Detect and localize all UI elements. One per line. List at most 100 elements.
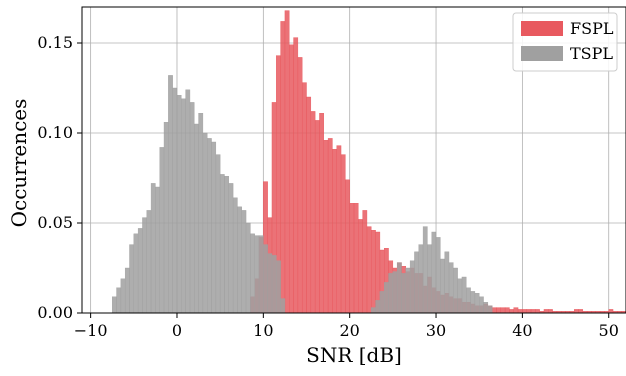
histogram-bar-tspl: [219, 174, 225, 314]
legend-swatch-tspl: [521, 46, 563, 61]
histogram-bar-tspl: [474, 293, 480, 314]
histogram-bar-tspl: [263, 244, 268, 314]
histogram-bar-fspl: [353, 202, 359, 314]
histogram-bar-tspl: [232, 197, 238, 314]
histogram-bar-tspl: [224, 175, 229, 314]
histogram-bar-tspl: [250, 233, 255, 314]
histogram-bar-tspl: [461, 276, 467, 314]
histogram-bar-tspl: [198, 112, 204, 314]
x-tick-label: 0: [172, 321, 182, 340]
histogram-bar-tspl: [440, 258, 445, 314]
histogram-bar-tspl: [418, 244, 424, 314]
legend-swatch-fspl: [521, 21, 563, 36]
histogram-bar-fspl: [500, 307, 506, 314]
histogram-bar-fspl: [336, 145, 342, 314]
axes: [77, 6, 626, 318]
histogram-bar-fspl: [280, 21, 286, 314]
histogram-bar-tspl: [375, 300, 381, 314]
histogram-bar-tspl: [444, 251, 450, 314]
x-tick-label: 30: [426, 321, 446, 340]
histogram-bar-tspl: [112, 296, 117, 314]
y-axis-label: Occurrences: [7, 99, 31, 228]
histogram-bar-fspl: [513, 307, 519, 314]
histogram-bar-tspl: [258, 235, 264, 314]
plot-frame: [81, 6, 626, 314]
histogram-bar-tspl: [124, 267, 130, 314]
histogram-bar-tspl: [379, 291, 385, 314]
histogram-bar-fspl: [362, 210, 368, 314]
histogram-bar-fspl: [530, 309, 536, 314]
legend-label-fspl: FSPL: [570, 19, 614, 38]
histogram-bar-tspl: [422, 226, 428, 314]
histogram-bar-fspl: [535, 309, 540, 314]
histogram-bar-tspl: [487, 305, 493, 314]
histogram-bar-fspl: [509, 309, 514, 314]
histogram-bar-tspl: [137, 228, 143, 314]
histogram-bar-fspl: [522, 309, 527, 314]
histogram-bar-fspl: [284, 10, 290, 314]
histogram-bar-tspl: [396, 262, 402, 314]
histogram-bar-fspl: [578, 309, 584, 314]
histogram-bar-tspl: [129, 244, 135, 314]
histogram-bar-fspl: [548, 309, 553, 314]
histogram-bar-tspl: [254, 235, 260, 314]
histogram-bar-tspl: [181, 98, 186, 314]
histogram-bar-tspl: [405, 267, 411, 314]
x-tick-label: −10: [74, 321, 108, 340]
histogram-bar-fspl: [371, 229, 376, 314]
histogram-bar-tspl: [185, 89, 191, 314]
x-axis-label: SNR [dB]: [306, 343, 402, 367]
histogram-bar-tspl: [159, 147, 165, 314]
histogram-bar-fspl: [319, 112, 324, 314]
histogram-bar-tspl: [237, 206, 242, 314]
histogram-bar-tspl: [414, 251, 419, 314]
histogram-bar-tspl: [176, 94, 182, 314]
histogram-bar-tspl: [168, 75, 173, 314]
y-tick-label: 0.00: [37, 303, 73, 322]
histogram-bar-tspl: [479, 296, 484, 314]
histogram-bar-fspl: [543, 309, 549, 314]
tick-labels: −10 0 10 20 30 40 50 0.00 0.05 0.10 0.15: [37, 33, 619, 340]
x-tick-label: 10: [253, 321, 273, 340]
histogram-bar-tspl: [435, 237, 441, 314]
histogram-bar-fspl: [301, 82, 307, 314]
histogram-bar-tspl: [267, 253, 273, 314]
histogram-bar-tspl: [241, 210, 247, 314]
histogram-bar-tspl: [189, 102, 195, 314]
histogram-bar-tspl: [215, 154, 221, 314]
histogram-bar-tspl: [150, 183, 156, 314]
histogram-bar-tspl: [146, 210, 152, 314]
histogram-bar-fspl: [327, 138, 333, 314]
histogram-bar-tspl: [194, 123, 199, 314]
histogram-bar-tspl: [142, 217, 147, 314]
histogram-bar-fspl: [491, 307, 497, 314]
histogram-bar-tspl: [453, 267, 458, 314]
histogram-bar-tspl: [202, 132, 208, 314]
histogram-bar-tspl: [466, 287, 471, 314]
histogram-bar-tspl: [245, 222, 251, 314]
histogram-bar-fspl: [323, 139, 329, 314]
histogram-bar-fspl: [332, 148, 337, 314]
y-tick-label: 0.15: [37, 33, 73, 52]
bars: [112, 10, 626, 314]
legend: FSPL TSPL: [512, 12, 618, 72]
histogram-bar-tspl: [133, 233, 139, 314]
histogram-bar-tspl: [427, 244, 432, 314]
histogram-bar-fspl: [314, 120, 320, 314]
histogram-bar-tspl: [409, 260, 415, 314]
histogram-bar-fspl: [289, 44, 294, 314]
histogram-bar-fspl: [293, 37, 299, 314]
histogram-bar-fspl: [306, 96, 312, 314]
histogram-bar-tspl: [271, 255, 277, 314]
histogram-bar-fspl: [608, 309, 614, 314]
histogram-bar-tspl: [388, 273, 394, 314]
y-tick-label: 0.10: [37, 123, 73, 142]
histogram-bar-tspl: [431, 231, 437, 314]
histogram-bar-fspl: [345, 179, 350, 314]
histogram-bar-fspl: [340, 154, 346, 314]
histogram-bar-fspl: [573, 309, 579, 314]
histogram-bar-fspl: [310, 111, 316, 314]
histogram-bar-tspl: [276, 260, 281, 314]
